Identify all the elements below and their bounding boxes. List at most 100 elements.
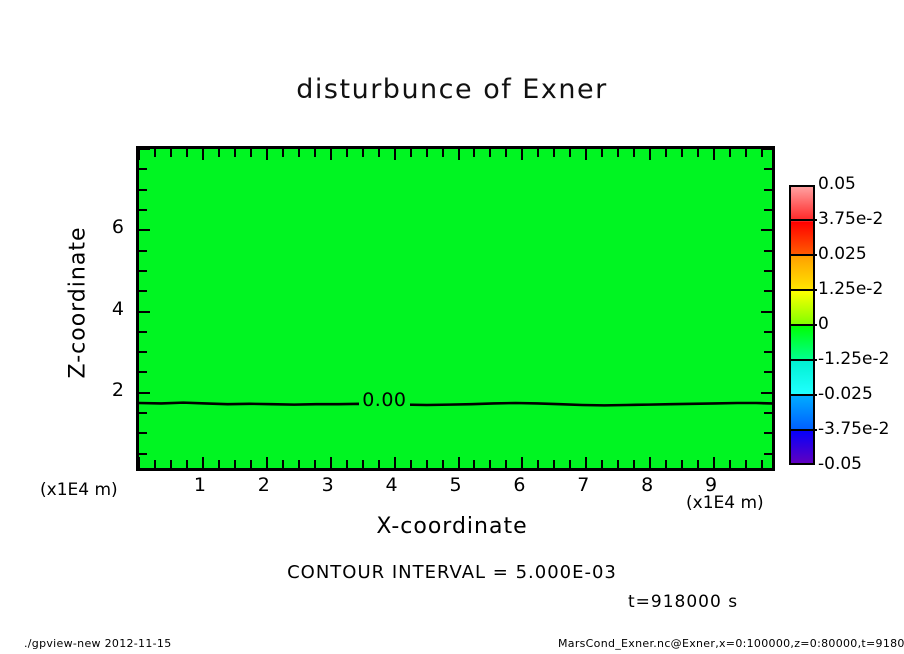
axis-tick	[681, 460, 684, 468]
axis-tick	[139, 249, 147, 252]
y-tick-label: 6	[111, 216, 124, 239]
colorbar-tick-label: -0.05	[818, 454, 862, 474]
axis-tick	[265, 149, 268, 160]
axis-tick	[169, 149, 172, 157]
axis-tick	[764, 208, 772, 211]
colorbar-separator	[791, 324, 817, 326]
axis-tick	[139, 452, 147, 455]
axis-tick	[139, 188, 147, 191]
axis-tick	[764, 269, 772, 272]
axis-tick	[489, 460, 492, 468]
plot-area[interactable]	[136, 146, 775, 471]
axis-tick	[139, 149, 140, 160]
axis-tick	[633, 149, 636, 157]
contour-line-0	[139, 401, 772, 407]
z-axis-unit-label: (x1E4 m)	[40, 480, 118, 500]
axis-tick	[185, 460, 188, 468]
axis-tick	[489, 149, 492, 157]
colorbar-band	[791, 256, 813, 291]
axis-tick	[377, 149, 380, 157]
axis-tick	[153, 149, 156, 157]
x-tick-label: 7	[577, 474, 590, 496]
axis-tick	[473, 460, 476, 468]
axis-tick	[601, 149, 604, 157]
axis-tick	[764, 188, 772, 191]
axis-tick	[761, 310, 772, 313]
axis-tick	[139, 229, 150, 232]
axis-tick	[139, 391, 150, 394]
axis-tick	[761, 391, 772, 394]
axis-tick	[139, 310, 150, 313]
axis-tick	[139, 432, 147, 435]
axis-tick	[217, 149, 220, 157]
colorbar[interactable]	[789, 185, 817, 465]
axis-tick	[764, 412, 772, 415]
colorbar-tick-label: -3.75e-2	[818, 419, 890, 439]
colorbar-tick-label: 3.75e-2	[818, 209, 884, 229]
axis-tick	[329, 149, 332, 160]
axis-tick	[139, 330, 147, 333]
axis-tick	[425, 460, 428, 468]
colorbar-band	[791, 428, 813, 463]
axis-tick	[764, 168, 772, 171]
axis-tick	[457, 457, 460, 468]
x-tick-label: 5	[449, 474, 462, 496]
axis-tick	[521, 457, 524, 468]
axis-tick	[761, 229, 772, 232]
axis-tick	[425, 149, 428, 157]
axis-tick	[457, 149, 460, 160]
axis-tick	[393, 457, 396, 468]
colorbar-separator	[791, 359, 817, 361]
axis-tick	[617, 149, 620, 157]
axis-tick	[697, 149, 700, 157]
axis-tick	[521, 149, 524, 160]
x-tick-label: 1	[193, 474, 206, 496]
axis-tick	[617, 460, 620, 468]
axis-tick	[713, 149, 716, 160]
axis-tick	[139, 371, 147, 374]
y-axis-title: Z-coordinate	[65, 226, 91, 379]
axis-tick	[764, 330, 772, 333]
axis-tick	[764, 351, 772, 354]
axis-tick	[329, 457, 332, 468]
axis-tick	[265, 457, 268, 468]
axis-tick	[441, 460, 444, 468]
chart-title: disturbunce of Exner	[296, 74, 608, 105]
axis-tick	[409, 460, 412, 468]
x-axis-unit-label: (x1E4 m)	[686, 493, 764, 513]
axis-tick	[633, 460, 636, 468]
axis-tick	[764, 371, 772, 374]
axis-tick	[569, 149, 572, 157]
colorbar-band	[791, 187, 813, 222]
axis-tick	[139, 149, 150, 150]
footer-dataset: MarsCond_Exner.nc@Exner,x=0:100000,z=0:8…	[558, 637, 904, 650]
x-tick-label: 3	[321, 474, 334, 496]
colorbar-separator	[791, 289, 817, 291]
contour-value-label: 0.00	[359, 389, 410, 412]
axis-tick	[345, 460, 348, 468]
axis-tick	[713, 457, 716, 468]
axis-tick	[139, 457, 140, 468]
axis-tick	[377, 460, 380, 468]
axis-tick	[441, 149, 444, 157]
axis-tick	[217, 460, 220, 468]
colorbar-tick-label: 0	[818, 314, 829, 334]
axis-tick	[297, 149, 300, 157]
axis-tick	[361, 460, 364, 468]
axis-tick	[649, 457, 652, 468]
axis-tick	[201, 149, 204, 160]
axis-tick	[745, 460, 748, 468]
axis-tick	[729, 460, 732, 468]
axis-tick	[761, 149, 764, 157]
colorbar-tick-label: -0.025	[818, 384, 873, 404]
axis-tick	[553, 460, 556, 468]
axis-tick	[761, 149, 772, 150]
axis-tick	[139, 168, 147, 171]
axis-tick	[139, 269, 147, 272]
axis-tick	[601, 460, 604, 468]
time-label: t=918000 s	[628, 592, 739, 612]
axis-tick	[764, 432, 772, 435]
axis-tick	[409, 149, 412, 157]
axis-tick	[585, 149, 588, 160]
axis-tick	[764, 290, 772, 293]
